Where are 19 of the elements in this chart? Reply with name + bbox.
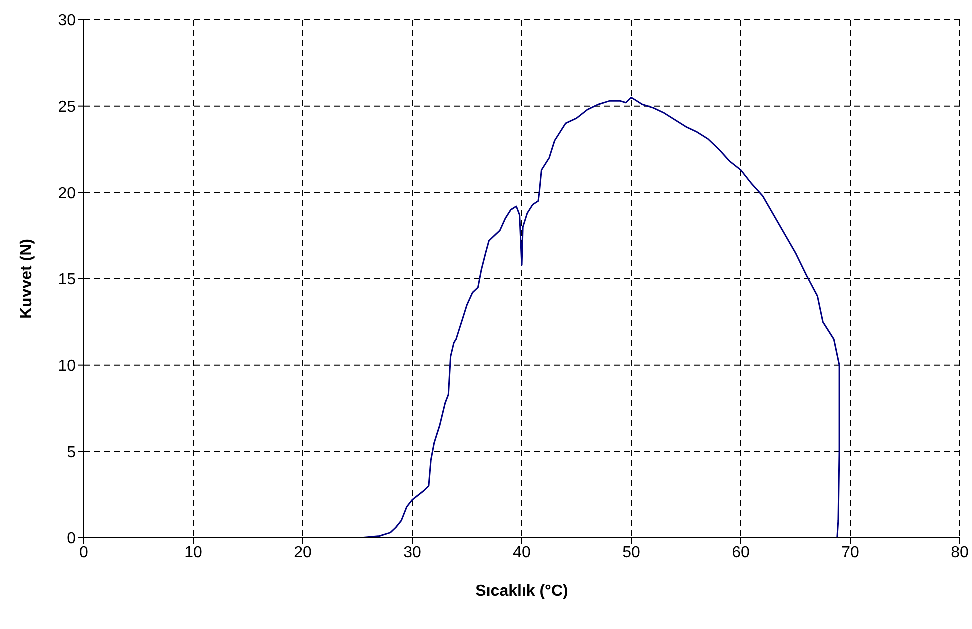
x-tick-label: 80 <box>951 544 969 562</box>
y-axis-title: Kuvvet (N) <box>18 238 36 320</box>
line-series <box>360 96 840 538</box>
y-tick-label: 5 <box>67 444 76 462</box>
x-tick-label: 10 <box>184 544 202 562</box>
x-tick-label: 40 <box>513 544 531 562</box>
x-tick-label: 70 <box>842 544 860 562</box>
y-tick-label: 10 <box>58 358 76 376</box>
x-axis-title: Sıcaklık (°C) <box>476 583 568 600</box>
y-tick-label: 20 <box>58 185 76 202</box>
y-tick-label: 15 <box>58 272 76 289</box>
x-tick-label: 50 <box>622 544 640 562</box>
x-tick-label: 60 <box>732 544 750 562</box>
x-tick-label: 30 <box>404 544 422 562</box>
y-tick-label: 30 <box>58 12 76 30</box>
y-tick-label: 0 <box>67 530 76 548</box>
y-tick-label: 25 <box>58 99 76 116</box>
x-tick-label: 0 <box>80 544 89 562</box>
x-tick-label: 20 <box>294 544 312 562</box>
